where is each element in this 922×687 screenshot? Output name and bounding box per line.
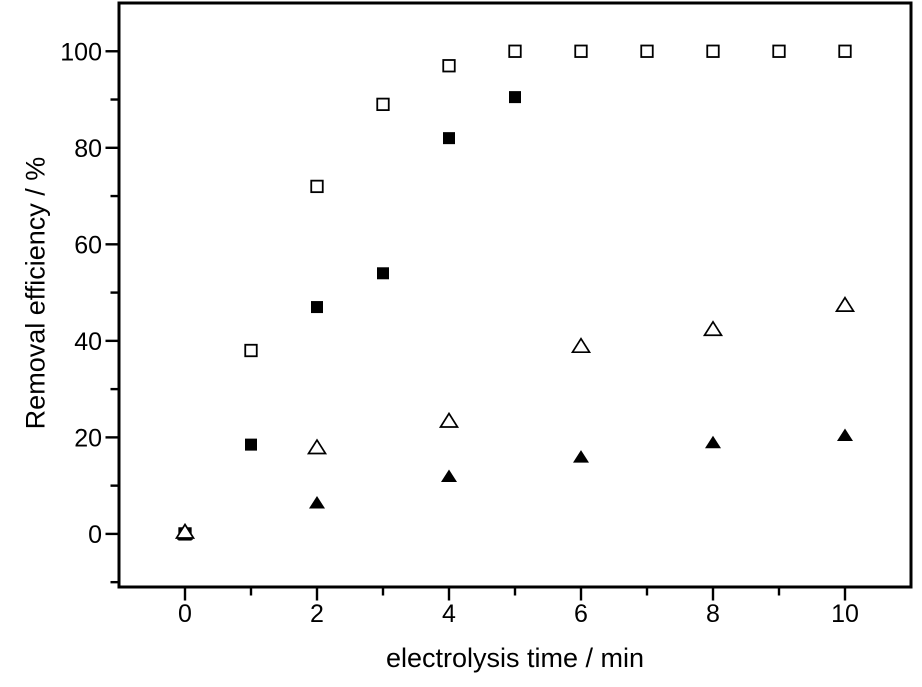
marker-open-triangle bbox=[306, 438, 328, 455]
marker-open-triangle bbox=[702, 320, 724, 337]
marker-open-triangle bbox=[438, 411, 460, 428]
x-tick-label: 2 bbox=[310, 600, 324, 628]
marker-open-square bbox=[706, 44, 720, 58]
x-tick-label: 6 bbox=[574, 600, 588, 628]
marker-open-triangle bbox=[834, 296, 856, 313]
marker-open-triangle bbox=[174, 522, 196, 539]
marker-filled-square bbox=[311, 301, 323, 314]
x-axis-label: electrolysis time / min bbox=[385, 643, 645, 673]
marker-filled-triangle bbox=[837, 428, 853, 441]
marker-open-triangle bbox=[570, 337, 592, 354]
marker-filled-square bbox=[377, 267, 389, 280]
marker-filled-triangle bbox=[573, 450, 589, 463]
y-tick-label: 20 bbox=[74, 424, 102, 452]
marker-open-square bbox=[442, 59, 456, 73]
marker-open-square bbox=[772, 44, 786, 58]
marker-open-square bbox=[376, 97, 390, 112]
x-tick-label: 8 bbox=[706, 600, 720, 628]
x-tick-label: 4 bbox=[442, 600, 456, 628]
marker-open-square bbox=[244, 343, 258, 358]
y-tick-label: 0 bbox=[88, 521, 102, 549]
y-tick-label: 60 bbox=[74, 231, 102, 259]
y-tick-label: 40 bbox=[74, 328, 102, 356]
marker-open-square bbox=[838, 44, 852, 58]
y-tick-label: 80 bbox=[74, 135, 102, 163]
marker-open-square bbox=[574, 44, 588, 58]
marker-filled-square bbox=[245, 438, 257, 451]
marker-filled-triangle bbox=[705, 435, 721, 449]
marker-filled-triangle bbox=[309, 496, 325, 509]
marker-open-square bbox=[640, 44, 654, 58]
x-tick-label: 0 bbox=[178, 600, 192, 628]
marker-open-square bbox=[310, 179, 324, 194]
x-tick-label: 10 bbox=[831, 600, 859, 628]
y-tick-label: 100 bbox=[60, 38, 102, 66]
marker-filled-triangle bbox=[441, 469, 457, 482]
y-axis-label: Removal efficiency / % bbox=[20, 156, 51, 430]
marker-filled-square bbox=[443, 132, 455, 145]
marker-open-square bbox=[508, 44, 522, 58]
marker-filled-square bbox=[509, 91, 521, 104]
plot-frame bbox=[117, 1, 913, 589]
